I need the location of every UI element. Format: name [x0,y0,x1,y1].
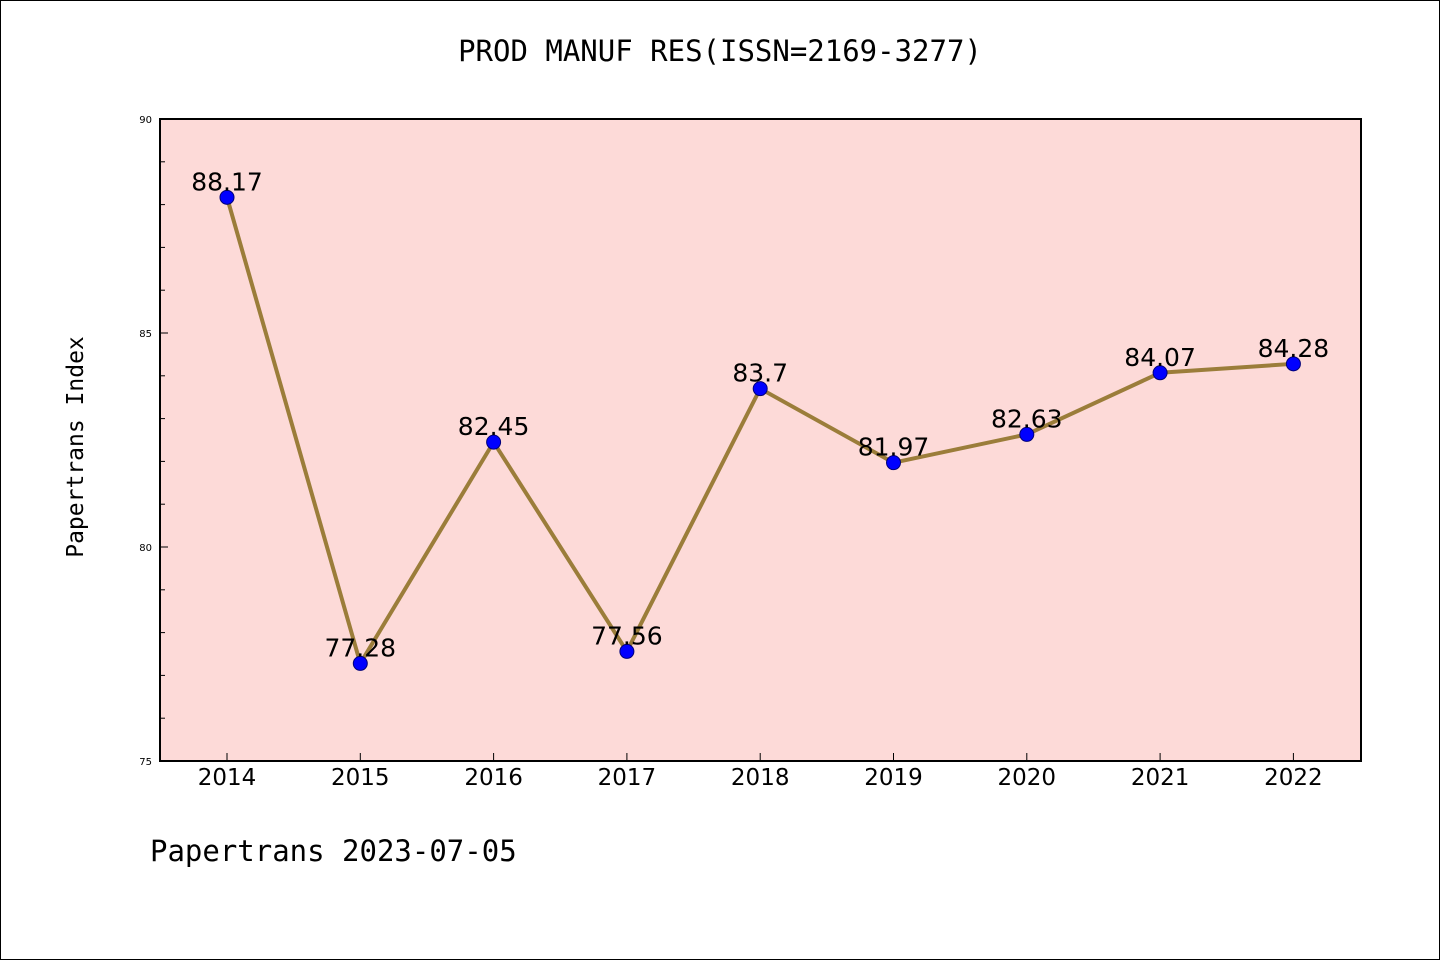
x-tick-label: 2018 [731,765,790,791]
x-tick-label: 2019 [864,765,923,791]
data-label: 77.28 [325,633,397,662]
data-label: 88.17 [191,167,263,196]
data-points [219,189,1301,671]
data-labels: 88.17 77.28 82.45 77.56 83.7 81.97 82.63 84.07 8… [191,167,1329,662]
y-tick-label: 80 [139,543,152,554]
data-label: 83.7 [732,359,788,388]
y-tick-label: 75 [139,757,152,768]
data-point [619,643,635,659]
y-tick-label: 90 [139,115,152,126]
x-tick-label: 2020 [998,765,1057,791]
y-axis: 75 80 85 90 [139,115,168,768]
data-point [1285,356,1301,372]
x-tick-label: 2017 [598,765,657,791]
data-point [1152,365,1168,381]
data-label: 81.97 [858,433,930,462]
data-label: 84.07 [1124,343,1196,372]
x-tick-label: 2022 [1264,765,1323,791]
data-point [352,655,368,671]
chart-title: PROD MANUF RES(ISSN=2169-3277) [458,34,982,68]
data-point [752,381,768,397]
x-axis: 2014 2015 2016 2017 2018 2019 2020 2021 2022 [198,753,1323,791]
data-point [486,434,502,450]
data-label: 82.45 [458,412,530,441]
x-tick-label: 2016 [464,765,523,791]
data-point [886,455,901,471]
data-point [219,189,235,205]
x-tick-label: 2014 [198,765,257,791]
data-label: 77.56 [591,621,663,650]
footer-note: Papertrans 2023-07-05 [150,834,517,868]
plot-area [159,118,1362,762]
data-label: 82.63 [991,404,1063,433]
x-tick-label: 2021 [1131,765,1190,791]
x-tick-label: 2015 [331,765,390,791]
data-label: 84.28 [1258,334,1330,363]
y-tick-label: 85 [139,329,152,340]
data-point [1019,426,1035,442]
